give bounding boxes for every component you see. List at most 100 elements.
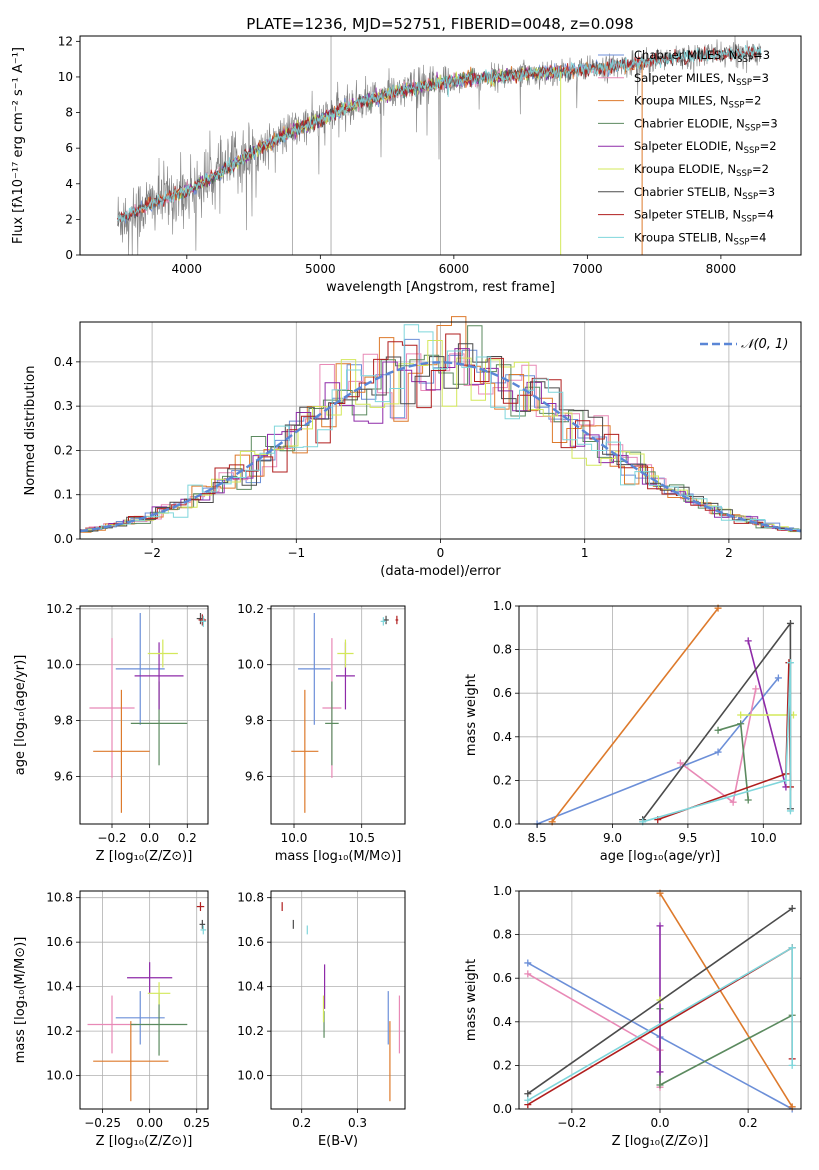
y-tick-label: 1.0 [493, 884, 512, 898]
y-tick-label: 10.8 [237, 891, 264, 905]
x-tick-label: 8.5 [528, 831, 547, 845]
legend-label-subscript: SSP [745, 123, 761, 133]
y-tick-label: 0.4 [493, 730, 512, 744]
y-tick-label: 2 [65, 212, 73, 226]
legend-label-chabrier-miles: Chabrier MILES, NSSP=3 [634, 48, 770, 65]
legend-label-tail: =2 [752, 162, 769, 176]
normal-curve [79, 361, 802, 533]
y-tick-label: 10.2 [46, 1024, 73, 1038]
legend-label-salpeter-miles: Salpeter MILES, NSSP=3 [634, 71, 769, 88]
model-fit-kroupa-stelib [117, 44, 762, 223]
legend-label-text: Kroupa ELODIE, N [634, 162, 736, 176]
y-tick-label: 10.4 [237, 980, 264, 994]
y-tick-label: 0.2 [493, 1058, 512, 1072]
y-tick-label: 0.6 [493, 971, 512, 985]
legend-label-tail: =3 [758, 185, 775, 199]
weight-line-chabrier-stelib [527, 907, 793, 1095]
legend-label-subscript: SSP [736, 169, 752, 179]
y-tick-label: 0.0 [493, 817, 512, 831]
y-tick-label: 9.8 [245, 714, 264, 728]
weight-vs-metallicity-panel: −0.2 0.0 0.2 0.0 0.2 0.4 0.6 0.8 1.0 Z [log₁₀(Z/Z… [464, 884, 802, 1149]
weight-line-salpeter-elodie [747, 640, 787, 788]
legend-label-text: Chabrier MILES, N [634, 48, 737, 62]
weight-marker-chabrier-elodie [656, 1081, 664, 1089]
legend-label-subscript: SSP [742, 192, 758, 202]
x-tick-label: −0.25 [84, 1116, 121, 1130]
y-tick-label: 0.2 [54, 443, 73, 457]
y-tick-label: 10.6 [237, 935, 264, 949]
weight-marker-salpeter-elodie [744, 637, 752, 645]
model-fit-salpeter-elodie [173, 65, 561, 200]
model-fit-kroupa-miles [124, 59, 643, 220]
weight-marker-chabrier-elodie [737, 720, 745, 728]
legend-label-salpeter-elodie: Salpeter ELODIE, NSSP=2 [634, 139, 777, 156]
y-tick-label: 10.2 [237, 1024, 264, 1038]
x-axis-label: Z [log₁₀(Z/Z⊙)] [96, 1134, 193, 1149]
x-tick-label: 0.0 [650, 1116, 669, 1130]
legend-label-text: Kroupa MILES, N [634, 94, 729, 108]
weight-marker-salpeter-miles [729, 798, 737, 806]
axes-frame [270, 890, 406, 1110]
weight-marker-chabrier-stelib [786, 619, 794, 627]
y-tick-label: 10.0 [46, 658, 73, 672]
legend-label-text: Salpeter STELIB, N [634, 208, 741, 222]
weight-marker-salpeter-miles [752, 685, 760, 693]
weight-marker-chabrier-miles [714, 748, 722, 756]
axes-frame [79, 890, 209, 1110]
histogram-chabrier-stelib [83, 343, 801, 532]
x-tick-label: 0.00 [136, 1116, 163, 1130]
y-tick-label: 10.4 [46, 980, 73, 994]
legend-label-text: Chabrier STELIB, N [634, 185, 742, 199]
x-tick-label: 0.2 [178, 831, 197, 845]
axes-frame [518, 605, 802, 825]
x-axis-label: E(B-V) [318, 1134, 358, 1149]
weight-marker-chabrier-elodie [714, 726, 722, 734]
weight-marker-chabrier-stelib [788, 904, 796, 912]
figure-title: PLATE=1236, MJD=52751, FIBERID=0048, z=0… [246, 15, 633, 33]
legend-label-salpeter-stelib: Salpeter STELIB, NSSP=4 [634, 208, 774, 225]
y-tick-label: 9.6 [245, 769, 264, 783]
y-tick-label: 0.2 [493, 773, 512, 787]
y-tick-label: 1.0 [493, 599, 512, 613]
x-tick-label: 10.0 [281, 831, 308, 845]
x-tick-label: 0.3 [348, 1116, 367, 1130]
y-tick-label: 10.8 [46, 891, 73, 905]
y-tick-label: 0.0 [54, 532, 73, 546]
y-tick-label: 10.6 [46, 935, 73, 949]
y-axis-label: Flux [fλ10⁻¹⁷ erg cm⁻² s⁻¹ A⁻¹] [11, 47, 26, 244]
x-tick-label: 0.25 [183, 1116, 210, 1130]
x-tick-label: 0.2 [739, 1116, 758, 1130]
y-tick-label: 10.0 [237, 1069, 264, 1083]
legend-label-kroupa-elodie: Kroupa ELODIE, NSSP=2 [634, 162, 769, 179]
x-axis-label: mass [log₁₀(M/M⊙)] [275, 849, 402, 864]
weight-line-salpeter-miles [527, 973, 661, 1088]
weight-marker-salpeter-elodie [656, 922, 664, 930]
y-tick-label: 0.8 [493, 643, 512, 657]
age-vs-mass-panel: 10.0 10.5 9.6 9.8 10.0 10.2 mass [log₁₀(M/M⊙)] [237, 602, 406, 864]
weight-line-salpeter-miles [679, 688, 757, 804]
y-tick-label: 0.6 [493, 686, 512, 700]
x-tick-label: 6000 [439, 262, 470, 276]
y-tick-label: 10.0 [46, 1069, 73, 1083]
x-tick-label: 7000 [572, 262, 603, 276]
axes-frame [270, 605, 406, 825]
x-axis-label: Z [log₁₀(Z/Z⊙)] [612, 1134, 709, 1149]
x-tick-label: 10.5 [348, 831, 375, 845]
y-axis-label: mass weight [464, 674, 479, 756]
legend-label-tail: =3 [752, 71, 769, 85]
x-tick-label: −0.2 [557, 1116, 586, 1130]
age-vs-metallicity-panel: −0.2 0.0 0.2 9.6 9.8 10.0 10.2 Z [log₁₀(Z/Z⊙)] a… [13, 602, 209, 864]
y-tick-label: 10.2 [46, 602, 73, 616]
x-tick-label: 8000 [706, 262, 737, 276]
x-tick-label: 1 [581, 546, 589, 560]
legend-label-tail: =4 [749, 230, 766, 244]
y-tick-label: 0 [65, 248, 73, 262]
legend-label-subscript: SSP [734, 237, 750, 247]
x-tick-label: 10.0 [750, 831, 777, 845]
weight-marker-kroupa-stelib [786, 807, 794, 815]
legend-label-text: Chabrier ELODIE, N [634, 116, 745, 130]
y-axis-label: age [log₁₀(age/yr)] [13, 655, 28, 776]
x-tick-label: 4000 [172, 262, 203, 276]
model-fit-salpeter-miles [125, 57, 643, 221]
